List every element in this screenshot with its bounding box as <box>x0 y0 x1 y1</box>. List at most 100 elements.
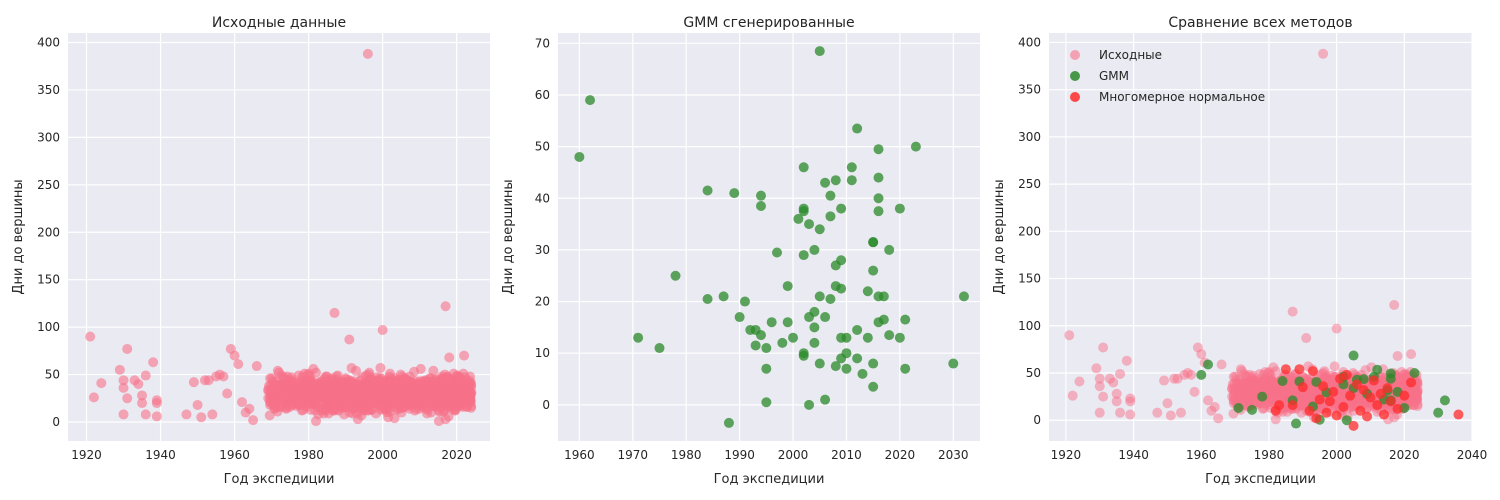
data-point <box>1213 413 1224 424</box>
data-point <box>723 417 734 428</box>
data-point <box>148 357 159 368</box>
data-point <box>1108 377 1119 388</box>
data-point <box>948 358 959 369</box>
data-point <box>404 403 415 414</box>
data-point <box>900 314 911 325</box>
data-point <box>836 283 847 294</box>
data-point <box>151 395 162 406</box>
data-point <box>421 392 432 403</box>
data-point <box>1372 400 1383 411</box>
data-point <box>857 368 868 379</box>
data-point <box>1091 363 1102 374</box>
y-tick-label: 300 <box>1018 130 1041 144</box>
data-point <box>1345 390 1356 401</box>
x-tick-label: 1970 <box>618 448 649 462</box>
data-point <box>444 352 455 363</box>
data-point <box>1301 333 1312 344</box>
data-point <box>820 312 831 323</box>
data-point <box>452 396 463 407</box>
data-point <box>729 188 740 199</box>
data-point <box>307 395 318 406</box>
data-point <box>1329 361 1340 372</box>
data-point <box>1228 371 1239 382</box>
data-point <box>196 412 207 423</box>
data-point <box>825 293 836 304</box>
data-point <box>878 291 889 302</box>
data-point <box>1318 381 1329 392</box>
data-point <box>1360 365 1371 376</box>
data-point <box>1287 400 1298 411</box>
data-point <box>761 363 772 374</box>
data-point <box>1409 368 1420 378</box>
data-point <box>1406 349 1417 360</box>
data-point <box>862 332 873 343</box>
y-tick-label: 200 <box>1018 224 1041 238</box>
data-point <box>1341 369 1352 380</box>
data-point <box>1257 391 1268 402</box>
data-point <box>1331 323 1342 334</box>
data-point <box>836 255 847 266</box>
data-point <box>884 330 895 341</box>
data-point <box>1270 366 1281 377</box>
data-point <box>1098 391 1109 402</box>
y-axis-label: Дни до вершины <box>11 179 26 294</box>
y-axis-label: Дни до вершины <box>501 179 516 294</box>
data-point <box>1247 404 1258 415</box>
data-point <box>804 219 815 230</box>
data-point <box>409 366 420 377</box>
data-point <box>782 281 793 292</box>
data-point <box>233 359 244 370</box>
data-point <box>1244 369 1255 380</box>
data-point <box>814 291 825 302</box>
legend-marker <box>1070 50 1080 60</box>
data-point <box>388 386 399 397</box>
data-point <box>755 190 766 201</box>
data-point <box>328 391 339 402</box>
data-point <box>85 331 96 342</box>
data-point <box>1358 374 1369 385</box>
data-point <box>451 387 462 398</box>
data-point <box>430 386 441 397</box>
data-point <box>344 334 355 345</box>
x-tick-label: 2020 <box>441 448 472 462</box>
data-point <box>1318 48 1329 59</box>
data-point <box>151 411 162 422</box>
data-point <box>294 387 305 398</box>
data-point <box>1307 366 1318 377</box>
data-point <box>1098 342 1109 353</box>
data-point <box>777 337 788 348</box>
data-point <box>422 404 433 415</box>
data-point <box>755 330 766 341</box>
panel-gmm-generated: 1960 1970 1980 1990 2000 2010 2020 203001020304… <box>501 15 980 487</box>
data-point <box>218 371 229 382</box>
data-point <box>122 393 133 404</box>
data-point <box>1125 393 1136 404</box>
data-point <box>122 343 133 354</box>
data-point <box>347 408 358 419</box>
data-point <box>1291 418 1302 429</box>
y-tick-label: 20 <box>535 295 550 309</box>
x-tick-label: 2000 <box>778 448 809 462</box>
data-point <box>1165 410 1176 421</box>
data-point <box>114 364 125 375</box>
data-point <box>222 388 233 399</box>
data-point <box>389 413 400 424</box>
data-point <box>862 286 873 297</box>
y-tick-label: 40 <box>535 191 550 205</box>
y-tick-label: 0 <box>52 415 60 429</box>
data-point <box>1385 373 1396 384</box>
data-point <box>1348 420 1359 431</box>
data-point <box>1399 390 1410 401</box>
x-tick-label: 2000 <box>1321 448 1352 462</box>
data-point <box>236 397 247 408</box>
data-point <box>1389 300 1400 310</box>
data-point <box>397 392 408 403</box>
data-point <box>192 399 203 410</box>
data-point <box>1115 368 1126 379</box>
data-point <box>852 353 863 364</box>
data-point <box>264 410 275 421</box>
data-point <box>798 206 809 217</box>
data-point <box>275 385 286 396</box>
data-point <box>1375 388 1386 399</box>
data-point <box>434 406 445 417</box>
